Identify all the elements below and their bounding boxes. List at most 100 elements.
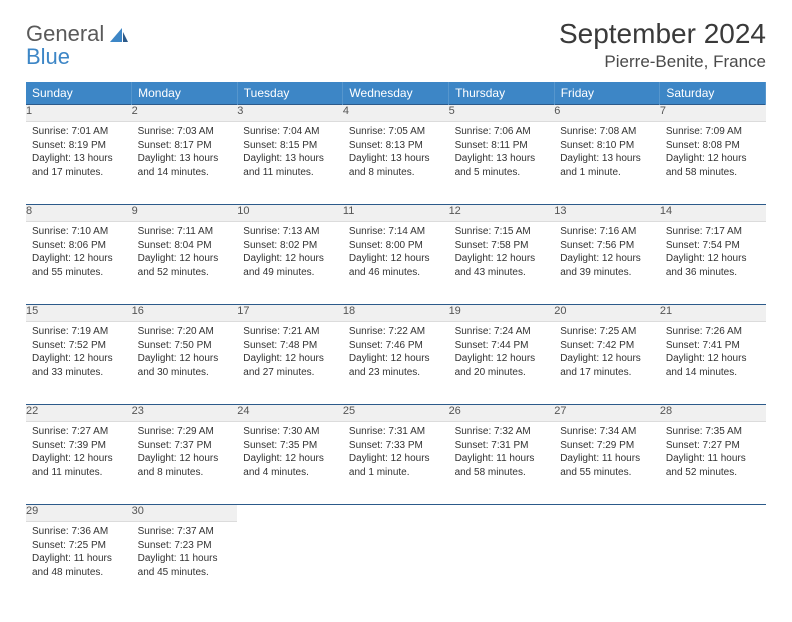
sunrise-label: Sunrise: xyxy=(349,426,386,437)
day-cell: Sunrise: 7:09 AMSunset: 8:08 PMDaylight:… xyxy=(660,122,766,185)
daylight-label: Daylight: xyxy=(455,453,494,464)
sunrise-value: 7:04 AM xyxy=(283,126,320,137)
day-cell: Sunrise: 7:03 AMSunset: 8:17 PMDaylight:… xyxy=(132,122,238,185)
daylight-label: Daylight: xyxy=(138,553,177,564)
sunrise-value: 7:37 AM xyxy=(177,526,214,537)
sunrise-label: Sunrise: xyxy=(32,526,69,537)
sunrise-label: Sunrise: xyxy=(560,426,597,437)
day-number: 22 xyxy=(26,405,132,422)
sunset-value: 7:54 PM xyxy=(703,240,740,251)
sunrise-value: 7:31 AM xyxy=(388,426,425,437)
sunrise-value: 7:16 AM xyxy=(600,226,637,237)
day-number: 2 xyxy=(132,105,238,122)
empty-cell xyxy=(554,522,660,605)
month-title: September 2024 xyxy=(559,18,766,50)
sunset-label: Sunset: xyxy=(138,140,172,151)
sunset-label: Sunset: xyxy=(560,440,594,451)
day-cell: Sunrise: 7:25 AMSunset: 7:42 PMDaylight:… xyxy=(554,322,660,385)
daylight-label: Daylight: xyxy=(560,353,599,364)
sunrise-label: Sunrise: xyxy=(560,126,597,137)
day-number: 6 xyxy=(554,105,660,122)
col-saturday: Saturday xyxy=(660,82,766,105)
sunrise-value: 7:32 AM xyxy=(494,426,531,437)
day-cell: Sunrise: 7:31 AMSunset: 7:33 PMDaylight:… xyxy=(343,422,449,485)
day-cell: Sunrise: 7:34 AMSunset: 7:29 PMDaylight:… xyxy=(554,422,660,485)
day-cell: Sunrise: 7:04 AMSunset: 8:15 PMDaylight:… xyxy=(237,122,343,185)
col-friday: Friday xyxy=(554,82,660,105)
sunrise-label: Sunrise: xyxy=(349,326,386,337)
sunrise-label: Sunrise: xyxy=(666,426,703,437)
day-cell: Sunrise: 7:14 AMSunset: 8:00 PMDaylight:… xyxy=(343,222,449,285)
logo-text: General Blue xyxy=(26,22,104,68)
sunset-value: 8:15 PM xyxy=(280,140,317,151)
daylight-label: Daylight: xyxy=(32,453,71,464)
sunset-value: 8:04 PM xyxy=(174,240,211,251)
day-cell: Sunrise: 7:05 AMSunset: 8:13 PMDaylight:… xyxy=(343,122,449,185)
daylight-label: Daylight: xyxy=(666,153,705,164)
day-cell: Sunrise: 7:15 AMSunset: 7:58 PMDaylight:… xyxy=(449,222,555,285)
daylight-label: Daylight: xyxy=(666,253,705,264)
sunset-label: Sunset: xyxy=(243,240,277,251)
day-cell: Sunrise: 7:10 AMSunset: 8:06 PMDaylight:… xyxy=(26,222,132,285)
sunset-value: 8:06 PM xyxy=(69,240,106,251)
col-wednesday: Wednesday xyxy=(343,82,449,105)
sunrise-label: Sunrise: xyxy=(243,126,280,137)
sunset-label: Sunset: xyxy=(455,240,489,251)
sunrise-value: 7:27 AM xyxy=(71,426,108,437)
sunset-value: 7:56 PM xyxy=(597,240,634,251)
sunrise-label: Sunrise: xyxy=(349,126,386,137)
sunrise-label: Sunrise: xyxy=(138,426,175,437)
sunset-label: Sunset: xyxy=(666,140,700,151)
sunset-value: 7:52 PM xyxy=(69,340,106,351)
day-cell: Sunrise: 7:21 AMSunset: 7:48 PMDaylight:… xyxy=(237,322,343,385)
sunset-value: 8:02 PM xyxy=(280,240,317,251)
sunset-label: Sunset: xyxy=(138,340,172,351)
daylight-label: Daylight: xyxy=(32,153,71,164)
day-number: 11 xyxy=(343,205,449,222)
sunset-label: Sunset: xyxy=(666,240,700,251)
sunset-label: Sunset: xyxy=(349,240,383,251)
sunset-value: 7:41 PM xyxy=(703,340,740,351)
daynum-row: 891011121314 xyxy=(26,205,766,222)
day-number: 13 xyxy=(554,205,660,222)
calendar-body: 1234567Sunrise: 7:01 AMSunset: 8:19 PMDa… xyxy=(26,105,766,605)
sunrise-value: 7:13 AM xyxy=(283,226,320,237)
day-number: 1 xyxy=(26,105,132,122)
day-number: 15 xyxy=(26,305,132,322)
sunset-value: 7:35 PM xyxy=(280,440,317,451)
sunset-value: 8:17 PM xyxy=(174,140,211,151)
sunset-label: Sunset: xyxy=(560,140,594,151)
sunset-label: Sunset: xyxy=(666,440,700,451)
day-number: 26 xyxy=(449,405,555,422)
day-number: 19 xyxy=(449,305,555,322)
empty-cell xyxy=(343,522,449,605)
calendar-page: General Blue September 2024 Pierre-Benit… xyxy=(0,0,792,622)
sunset-value: 8:10 PM xyxy=(597,140,634,151)
day-number: 14 xyxy=(660,205,766,222)
sunset-label: Sunset: xyxy=(32,240,66,251)
sunset-value: 7:37 PM xyxy=(174,440,211,451)
sunrise-label: Sunrise: xyxy=(560,226,597,237)
sunrise-label: Sunrise: xyxy=(666,126,703,137)
sunset-value: 7:50 PM xyxy=(174,340,211,351)
sunrise-value: 7:10 AM xyxy=(71,226,108,237)
sunset-value: 7:23 PM xyxy=(174,540,211,551)
daylight-label: Daylight: xyxy=(560,153,599,164)
sunrise-value: 7:36 AM xyxy=(71,526,108,537)
sunset-value: 7:39 PM xyxy=(69,440,106,451)
daylight-label: Daylight: xyxy=(666,353,705,364)
sunrise-label: Sunrise: xyxy=(138,126,175,137)
daynum-row: 15161718192021 xyxy=(26,305,766,322)
sunset-label: Sunset: xyxy=(32,540,66,551)
day-number: 29 xyxy=(26,505,132,522)
sunset-label: Sunset: xyxy=(455,140,489,151)
sunrise-value: 7:29 AM xyxy=(177,426,214,437)
header: General Blue September 2024 Pierre-Benit… xyxy=(26,18,766,72)
day-number: 8 xyxy=(26,205,132,222)
sunrise-value: 7:21 AM xyxy=(283,326,320,337)
sunset-value: 7:25 PM xyxy=(69,540,106,551)
sunrise-label: Sunrise: xyxy=(138,326,175,337)
sunset-label: Sunset: xyxy=(32,140,66,151)
sunset-label: Sunset: xyxy=(138,240,172,251)
weekday-header-row: Sunday Monday Tuesday Wednesday Thursday… xyxy=(26,82,766,105)
